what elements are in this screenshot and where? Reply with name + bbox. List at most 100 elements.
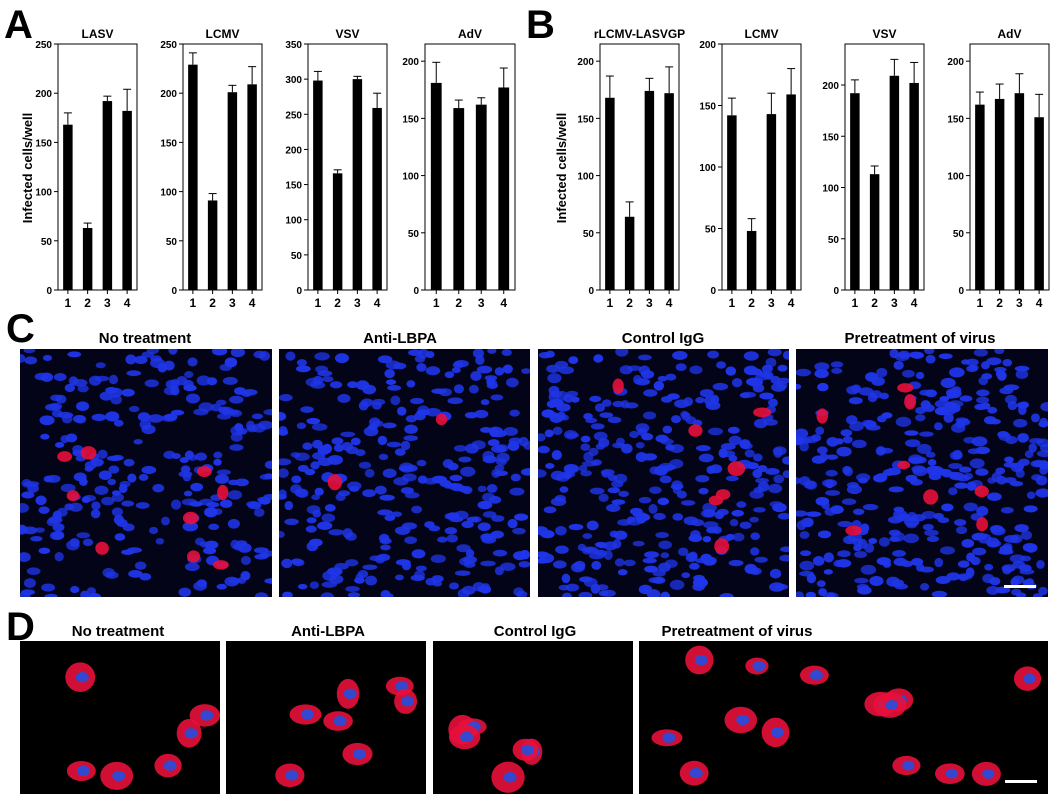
y-tick-label: 150 [699, 102, 716, 113]
x-tick-label: 2 [626, 296, 633, 310]
chart-title: AdV [458, 27, 482, 41]
panel-d-micrograph-1 [20, 641, 220, 794]
x-tick-label: 3 [104, 296, 111, 310]
y-tick-label: 0 [296, 286, 302, 297]
y-tick-label: 100 [947, 172, 964, 183]
y-tick-label: 200 [35, 89, 52, 100]
panel-b-ylabel: Infected cells/well [554, 113, 569, 224]
bar-chart-a-1: LASV 0 50 100 150 200 250 1 2 3 4 [35, 27, 138, 310]
bar [644, 90, 655, 291]
bar-chart-a-2: LCMV 0 50 100 150 200 250 1 2 3 4 [160, 27, 263, 310]
chart-title: AdV [998, 27, 1022, 41]
bar [453, 108, 465, 290]
y-tick-label: 100 [35, 188, 52, 199]
y-tick-label: 100 [402, 172, 419, 183]
panel-d-micrograph-3 [433, 641, 633, 794]
y-tick-label: 50 [953, 229, 965, 240]
micrograph-background [279, 349, 530, 597]
panel-d-label-1: No treatment [72, 623, 165, 640]
y-tick-label: 300 [285, 75, 302, 86]
y-tick-label: 150 [402, 114, 419, 125]
bar [498, 87, 510, 291]
panel-letter-c: C [6, 307, 35, 351]
x-tick-label: 4 [911, 296, 918, 310]
bar [247, 84, 257, 291]
y-tick-label: 150 [285, 181, 302, 192]
chart-frame [844, 43, 925, 291]
bar [975, 104, 985, 290]
x-tick-label: 2 [84, 296, 91, 310]
chart-frame [599, 43, 680, 291]
panel-c-micrograph-3 [538, 349, 789, 597]
y-tick-label: 100 [822, 184, 839, 195]
y-tick-label: 0 [171, 286, 177, 297]
chart-frame [307, 43, 388, 291]
bar [766, 114, 777, 290]
x-tick-label: 1 [315, 296, 322, 310]
bar [994, 98, 1005, 290]
chart-title: LCMV [206, 27, 240, 41]
x-tick-label: 2 [748, 296, 755, 310]
x-tick-label: 1 [852, 296, 859, 310]
panel-c-micrographs [20, 349, 1048, 597]
y-tick-label: 100 [160, 188, 177, 199]
bar [352, 79, 363, 291]
chart-title: LCMV [745, 27, 779, 41]
y-tick-label: 200 [402, 57, 419, 68]
panel-d-micrograph-2 [226, 641, 426, 794]
bar [727, 115, 737, 290]
panel-a-ylabel: Infected cells/well [20, 113, 35, 224]
x-tick-label: 1 [977, 296, 984, 310]
panel-d-label-3: Control IgG [494, 623, 577, 640]
bar [624, 216, 635, 290]
x-tick-label: 3 [1016, 296, 1023, 310]
y-tick-label: 150 [160, 138, 177, 149]
y-tick-label: 250 [35, 40, 52, 51]
x-tick-label: 4 [374, 296, 381, 310]
x-tick-label: 2 [334, 296, 341, 310]
y-tick-label: 50 [583, 229, 595, 240]
bar [102, 101, 113, 291]
panel-letter-a: A [4, 3, 33, 47]
x-tick-label: 4 [124, 296, 131, 310]
panel-c-label-3: Control IgG [622, 330, 705, 347]
x-tick-label: 4 [788, 296, 795, 310]
chart-frame [57, 43, 138, 291]
bar [850, 93, 860, 290]
bar [122, 110, 132, 290]
x-tick-label: 4 [249, 296, 256, 310]
x-tick-label: 3 [354, 296, 361, 310]
y-tick-label: 0 [958, 286, 964, 297]
x-tick-label: 4 [1036, 296, 1043, 310]
panel-d-label-2: Anti-LBPA [291, 623, 365, 640]
bar [188, 64, 198, 290]
chart-title: rLCMV-LASVGP [594, 27, 685, 41]
panel-c-label-2: Anti-LBPA [363, 330, 437, 347]
bar [475, 104, 487, 290]
bar [1014, 93, 1025, 290]
y-tick-label: 0 [710, 286, 716, 297]
chart-title: VSV [872, 27, 896, 41]
y-tick-label: 200 [285, 145, 302, 156]
y-tick-label: 250 [160, 40, 177, 51]
y-tick-label: 50 [705, 225, 717, 236]
y-tick-label: 50 [166, 237, 178, 248]
x-tick-label: 4 [666, 296, 673, 310]
y-tick-label: 250 [285, 110, 302, 121]
y-tick-label: 150 [947, 114, 964, 125]
chart-frame [969, 43, 1050, 291]
bar-chart-a-3: VSV 0 50 100 150 200 250 300 350 1 2 3 4 [285, 27, 388, 310]
panel-c-label-1: No treatment [99, 330, 192, 347]
chart-title: VSV [335, 27, 359, 41]
bar-chart-b-2: LCMV 0 50 100 150 200 1 2 3 4 [699, 27, 802, 310]
bar [82, 228, 93, 290]
bar [227, 92, 238, 290]
y-tick-label: 0 [46, 286, 52, 297]
panel-c-micrograph-4 [796, 349, 1048, 597]
panel-d-micrograph-4 [639, 641, 839, 794]
y-tick-label: 200 [160, 89, 177, 100]
chart-frame [182, 43, 263, 291]
y-tick-label: 50 [41, 237, 53, 248]
x-tick-label: 3 [478, 296, 485, 310]
